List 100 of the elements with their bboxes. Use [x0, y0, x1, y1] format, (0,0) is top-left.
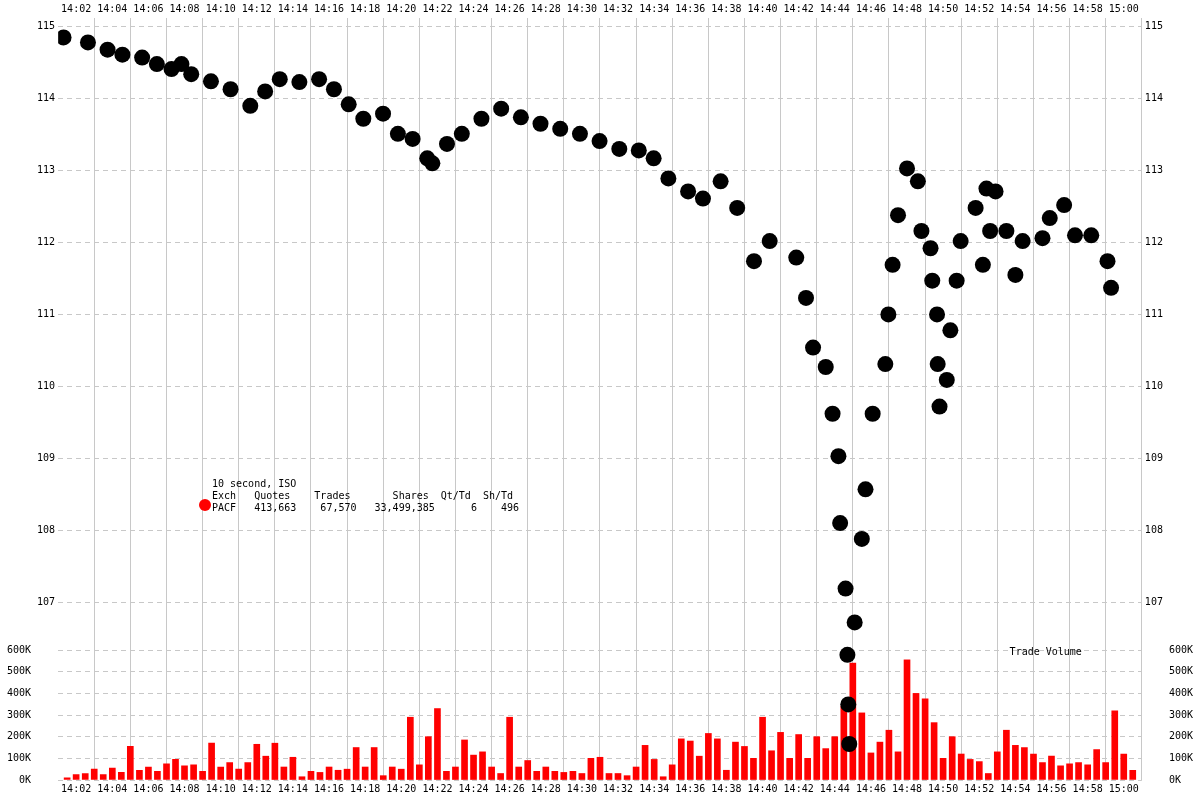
bar	[416, 764, 423, 780]
x2-tick-label: 14:52	[964, 2, 995, 14]
x-tick-label: 14:10	[205, 782, 236, 794]
bar	[542, 766, 550, 780]
bar	[145, 766, 152, 780]
bar	[1039, 762, 1046, 780]
y-tick-label: 112	[37, 236, 56, 248]
bar	[759, 716, 766, 780]
x2-tick-label: 15:00	[1108, 2, 1139, 14]
text: 500K	[1168, 665, 1194, 677]
x-tick-label: 14:38	[711, 782, 742, 794]
x2-tick-label: 14:34	[639, 2, 670, 14]
bar	[750, 758, 757, 780]
bar	[81, 773, 89, 780]
bar	[1066, 763, 1073, 780]
bar	[397, 768, 405, 780]
y-tick-label: 113	[37, 164, 56, 176]
x-tick-label: 15:00	[1108, 782, 1139, 794]
bar	[867, 752, 875, 780]
bar	[912, 693, 920, 780]
x-tick-label: 14:36	[675, 782, 706, 794]
bar	[858, 712, 866, 780]
x-tick-label: 14:26	[494, 782, 525, 794]
y3-tick-label: 400K	[6, 687, 32, 698]
bar	[732, 741, 739, 780]
bar	[659, 776, 667, 780]
bar	[425, 736, 432, 780]
x2-tick-label: 14:10	[205, 2, 236, 14]
x-tick-label: 14:50	[928, 782, 959, 794]
bar	[289, 756, 297, 780]
bar	[677, 738, 685, 780]
x-tick-label: 14:48	[891, 782, 923, 794]
x2-tick-label: 14:46	[855, 2, 886, 14]
bar	[569, 771, 577, 780]
text: 200K	[1168, 730, 1194, 742]
bar	[99, 774, 107, 780]
bar	[461, 739, 468, 780]
y-tick-label: 109	[37, 451, 56, 463]
bar	[163, 763, 170, 780]
bar	[741, 746, 748, 780]
bar	[244, 762, 252, 780]
y2-tick-label: 110	[1144, 380, 1163, 391]
bar	[136, 769, 143, 780]
bar	[786, 758, 793, 780]
bar	[668, 764, 676, 780]
bar	[813, 736, 821, 780]
x2-tick-label: 14:20	[386, 2, 417, 14]
y3-tick-label: 600K	[6, 643, 32, 655]
bar	[1012, 745, 1019, 780]
bar	[948, 736, 956, 780]
bar	[181, 765, 188, 780]
y2-tick-label: 113	[1144, 164, 1163, 176]
y-tick-label: 114	[37, 92, 56, 104]
bar	[686, 740, 694, 780]
bar	[307, 771, 315, 780]
bar	[705, 733, 712, 780]
x2-tick-label: 14:18	[350, 2, 381, 14]
y-tick-label: 107	[37, 595, 56, 607]
bar	[298, 776, 306, 780]
x-tick-label: 14:24	[458, 782, 489, 794]
x2-tick-label: 14:38	[711, 2, 742, 14]
x2-tick-label: 14:48	[891, 2, 923, 14]
x-tick-label: 14:52	[964, 782, 995, 794]
bar	[434, 708, 441, 780]
bar	[551, 771, 559, 780]
x2-tick-label: 14:32	[602, 2, 634, 14]
x-tick-label: 14:56	[1036, 782, 1067, 794]
bar	[379, 775, 387, 780]
bar	[235, 768, 243, 780]
y2-tick-label: 107	[1144, 595, 1163, 607]
bar	[1084, 764, 1091, 780]
x-tick-label: 14:40	[747, 782, 778, 794]
bar	[443, 771, 450, 780]
x-tick-label: 14:44	[819, 782, 850, 794]
x-tick-label: 14:34	[639, 782, 670, 794]
x2-tick-label: 14:14	[277, 2, 308, 14]
bar	[822, 748, 830, 780]
x2-tick-label: 14:12	[241, 2, 272, 14]
bar	[831, 736, 839, 780]
bar	[199, 771, 206, 780]
bar	[993, 751, 1001, 780]
bar	[515, 766, 523, 780]
bar	[560, 772, 568, 780]
x2-tick-label: 14:08	[169, 2, 200, 14]
bar	[903, 659, 911, 780]
x-tick-label: 14:12	[241, 782, 272, 794]
x2-tick-label: 14:26	[494, 2, 525, 14]
bar	[714, 738, 721, 780]
bar	[1129, 769, 1137, 780]
x-tick-label: 14:16	[314, 782, 345, 794]
y3-tick-label: 500K	[6, 665, 32, 677]
y-tick-label: 110	[37, 380, 56, 391]
bar	[578, 773, 586, 780]
x2-tick-label: 14:42	[783, 2, 814, 14]
x-tick-label: 14:28	[530, 782, 561, 794]
bar	[208, 742, 215, 780]
bar	[109, 767, 116, 780]
y2-tick-label: 108	[1144, 523, 1163, 535]
x-tick-label: 14:54	[1000, 782, 1031, 794]
x2-tick-label: 14:56	[1036, 2, 1067, 14]
